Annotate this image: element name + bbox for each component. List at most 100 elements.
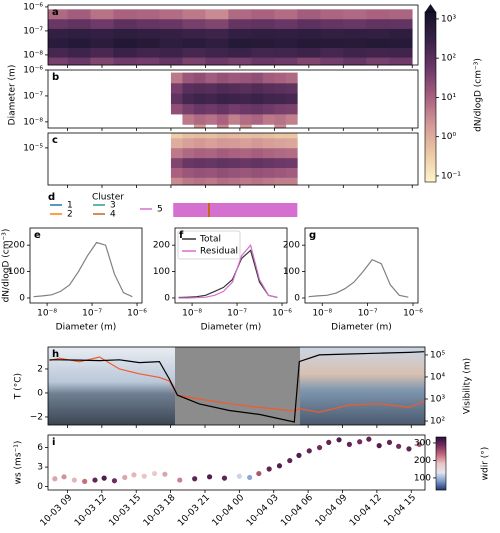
colorbar-slice [425,147,436,149]
x-tick-label: 10-04 06 [279,493,315,529]
y-tick-label: 10⁻⁸ [23,117,43,127]
heatmap-cell [182,82,195,94]
heatmap-cell [193,148,206,159]
heatmap-cell [205,57,229,66]
heatmap-cell [366,47,390,58]
colorbar-slice [425,137,436,139]
heatmap-cell [228,114,241,125]
colorbar-slice [436,447,446,449]
colorbar-slice [425,36,436,38]
colorbar-slice [425,178,436,180]
scatter-point [287,457,293,464]
colorbar-slice [425,54,436,56]
colorbar-slice [425,41,436,43]
y-tick-label: 0 [37,482,43,492]
scatter-point [177,477,183,483]
x-tick-label: 10-04 03 [245,493,281,529]
scatter-point [221,475,228,481]
panel-label: b [52,72,59,83]
heatmap-cell [205,167,218,178]
panel-label: i [52,437,55,448]
scatter-point [366,436,372,442]
heatmap-cell [343,9,367,20]
scatter-point [346,441,352,447]
heatmap-cell [193,72,206,84]
heatmap-cell [274,124,287,129]
heatmap-cell [205,93,218,105]
x-tick-label: 10-03 18 [142,493,178,529]
y-tick-label: 10⁻⁷ [23,91,43,101]
axes-frame [47,132,419,186]
x-axis-label: Diameter (m) [201,323,262,333]
heatmap-cell [262,114,275,125]
heatmap-cell [320,38,344,49]
heatmap-cell [193,82,206,94]
heatmap-cell [170,167,183,178]
heatmap-cell [216,82,229,94]
colorbar-slice [425,134,436,136]
colorbar-slice [425,49,436,51]
heatmap-cell [274,114,287,125]
colorbar-slice [425,22,436,24]
x-tick-label: 10-04 00 [211,493,247,529]
heatmap-cell [90,38,114,49]
colorbar-slice [436,440,446,442]
heatmap-cell [262,82,275,94]
x-tick-label: 10⁻⁸ [182,309,202,319]
colorbar-slice [425,165,436,167]
heatmap-cell [136,28,160,39]
heatmap-cell [48,9,68,20]
heatmap-cell [170,93,183,105]
colorbar-slice [425,117,436,119]
legend-label: 2 [67,210,73,220]
heatmap-cell [228,9,252,20]
heatmap-cell [228,38,252,49]
colorbar-slice [436,460,446,462]
heatmap-cell [251,93,264,105]
heatmap-cell [67,47,91,58]
colorbar-slice [436,485,446,487]
y-tick-label: −2 [30,412,43,422]
colorbar-slice [425,111,436,113]
panel-label: f [179,230,184,241]
colorbar-slice [425,45,436,47]
colorbar-slice [436,466,446,468]
scatter-point [266,466,272,472]
colorbar-slice [425,105,436,107]
scatter-point [71,477,77,483]
colorbar-slice [425,21,436,23]
colorbar-slice [425,156,436,158]
colorbar-slice [436,477,446,479]
colorbar-slice [425,90,436,92]
colorbar-slice [425,38,436,40]
colorbar-slice [425,161,436,163]
scatter-point [151,470,158,477]
line-series [33,241,133,298]
heatmap-cell [262,157,275,169]
colorbar-slice [425,56,436,58]
colorbar-slice [425,116,436,118]
x-tick-label: 10-03 15 [107,493,143,529]
heatmap-cell [251,9,275,20]
axes-frame [304,227,419,304]
heatmap-cell [285,177,298,186]
colorbar-slice [425,95,436,97]
heatmap-cell [182,148,195,159]
colorbar-slice [425,141,436,143]
colorbar-slice [425,87,436,89]
y-tick-label: 2 [37,364,43,374]
y-tick-label: 10⁻¹ [441,171,461,181]
colorbar-slice [436,470,446,472]
colorbar-slice [436,442,446,444]
colorbar-slice [425,121,436,123]
colorbar-slice [436,476,446,478]
heatmap-cell [274,167,287,178]
x-tick-label: 10-03 21 [176,493,212,529]
heatmap-cell [205,114,218,125]
scatter-point [396,443,402,449]
colorbar-slice [425,103,436,105]
colorbar-slice [425,34,436,36]
colorbar-slice [425,42,436,44]
colorbar-slice [425,77,436,79]
colorbar-slice [436,457,446,459]
